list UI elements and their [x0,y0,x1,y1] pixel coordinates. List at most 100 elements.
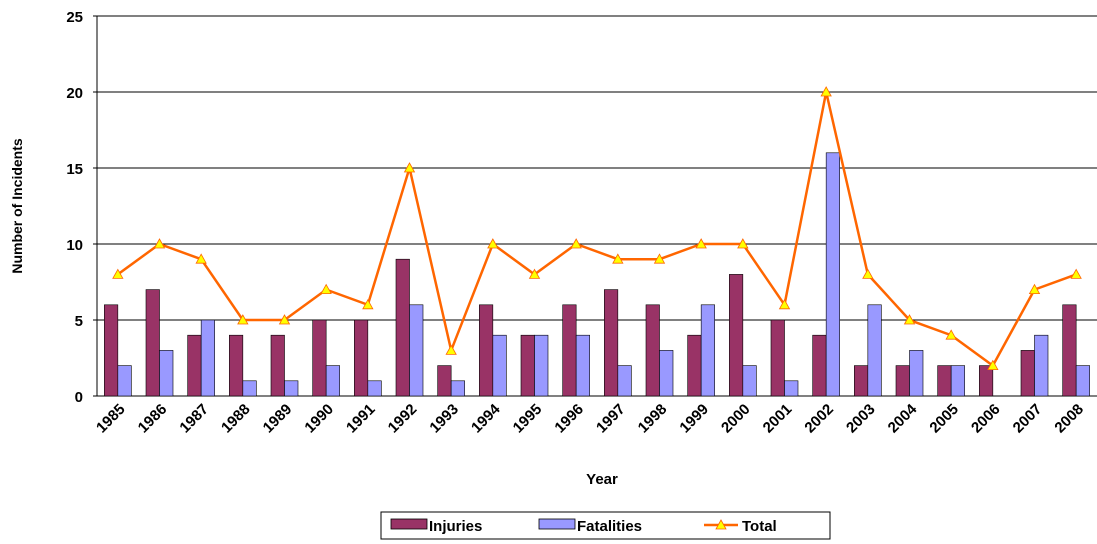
marker [862,268,874,279]
y-tick-label: 20 [66,85,83,102]
bar [950,365,965,397]
bar [742,365,757,397]
bar [729,274,744,397]
marker [570,238,582,249]
legend-marker [715,519,727,530]
bar [645,304,660,397]
x-tick-label: 1991 [343,401,379,437]
x-tick-label: 2004 [885,400,921,436]
bar [104,304,119,397]
bar [450,380,465,397]
y-tick-label: 5 [75,313,83,330]
y-axis-title: Number of Incidents [9,138,25,274]
bar [312,319,327,397]
bar [979,365,994,397]
bar [812,334,827,397]
bar [895,365,910,397]
bar [617,365,632,397]
bar [1062,304,1077,397]
x-tick-label: 1998 [635,401,671,437]
marker [153,238,166,249]
bar [270,334,285,397]
marker [653,253,666,264]
marker [195,253,207,264]
legend-swatch [390,518,428,530]
bar [492,334,507,397]
marker [112,268,124,279]
x-tick-label: 2000 [718,401,754,437]
x-tick-label: 1997 [593,401,629,437]
marker [903,314,916,325]
bar [867,304,882,397]
bar [325,365,340,397]
bar [437,365,452,397]
x-tick-label: 2006 [968,401,1004,437]
marker [487,238,499,249]
x-tick-label: 2007 [1010,401,1046,437]
y-tick-label: 0 [75,389,83,406]
x-tick-label: 2003 [843,401,879,437]
bar [479,304,494,397]
x-tick-label: 1985 [93,401,129,437]
bar [229,334,244,397]
marker [445,344,457,355]
marker [320,283,332,295]
bar [242,380,257,397]
y-tick-label: 15 [66,161,83,178]
bar [187,334,202,397]
legend-label: Total [742,518,777,535]
bar [200,319,215,397]
x-axis-title: Year [586,471,618,488]
bar [1020,350,1035,397]
x-tick-label: 1986 [135,401,171,437]
bar [354,319,369,397]
x-tick-label: 1994 [468,400,504,436]
x-tick-label: 1987 [176,401,212,437]
bar [145,289,160,397]
bar [909,350,924,397]
x-tick-label: 1996 [551,401,587,437]
marker [278,314,291,325]
marker [820,86,832,97]
marker [1028,283,1041,295]
marker [612,253,624,264]
x-tick-label: 2002 [801,401,837,437]
bar [284,380,299,397]
bar [770,319,785,397]
marker [987,359,999,371]
bar [937,365,952,397]
legend-label: Injuries [429,518,482,535]
marker [695,238,707,249]
bar [854,365,869,397]
y-tick-label: 10 [66,237,83,254]
bar [575,334,590,397]
marker [945,329,957,340]
bar [159,350,174,397]
legend-label: Fatalities [577,518,642,535]
bar [117,365,132,397]
bar [367,380,382,397]
x-tick-label: 1993 [426,401,462,437]
marker [778,298,791,310]
x-tick-label: 1988 [218,401,254,437]
bar [659,350,674,397]
marker [528,268,541,279]
bar [700,304,715,397]
legend-box [380,511,831,540]
line [117,91,1077,368]
bar [520,334,535,397]
x-tick-label: 1992 [385,401,421,437]
x-tick-label: 1999 [676,401,712,437]
bar [395,258,410,397]
bar [562,304,577,397]
bar [784,380,799,397]
x-tick-label: 1990 [301,401,337,437]
x-tick-label: 2008 [1051,401,1087,437]
marker [737,238,749,249]
bar [825,152,840,397]
x-tick-label: 2005 [926,401,962,437]
marker [403,162,416,173]
x-tick-label: 1989 [260,401,296,437]
legend-swatch [538,518,576,530]
